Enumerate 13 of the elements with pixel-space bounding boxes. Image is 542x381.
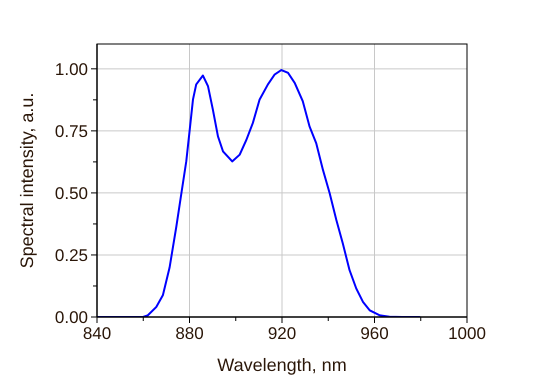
y-axis-title: Spectral intensity, a.u. (17, 92, 37, 268)
line-series (97, 69, 421, 317)
x-tick-label: 1000 (448, 324, 486, 343)
y-tick-label: 0.25 (54, 246, 88, 265)
y-tick-label: 0.50 (54, 184, 88, 203)
x-tick-label: 920 (268, 324, 296, 343)
x-tick-label: 840 (82, 324, 112, 343)
x-tick-label: 880 (175, 324, 204, 343)
y-tick-label: 0.75 (54, 122, 88, 141)
y-tick-label: 1.00 (54, 60, 88, 79)
x-axis-title: Wavelength, nm (217, 355, 347, 375)
y-tick-label: 0.00 (54, 308, 88, 327)
x-tick-label: 960 (360, 324, 389, 343)
